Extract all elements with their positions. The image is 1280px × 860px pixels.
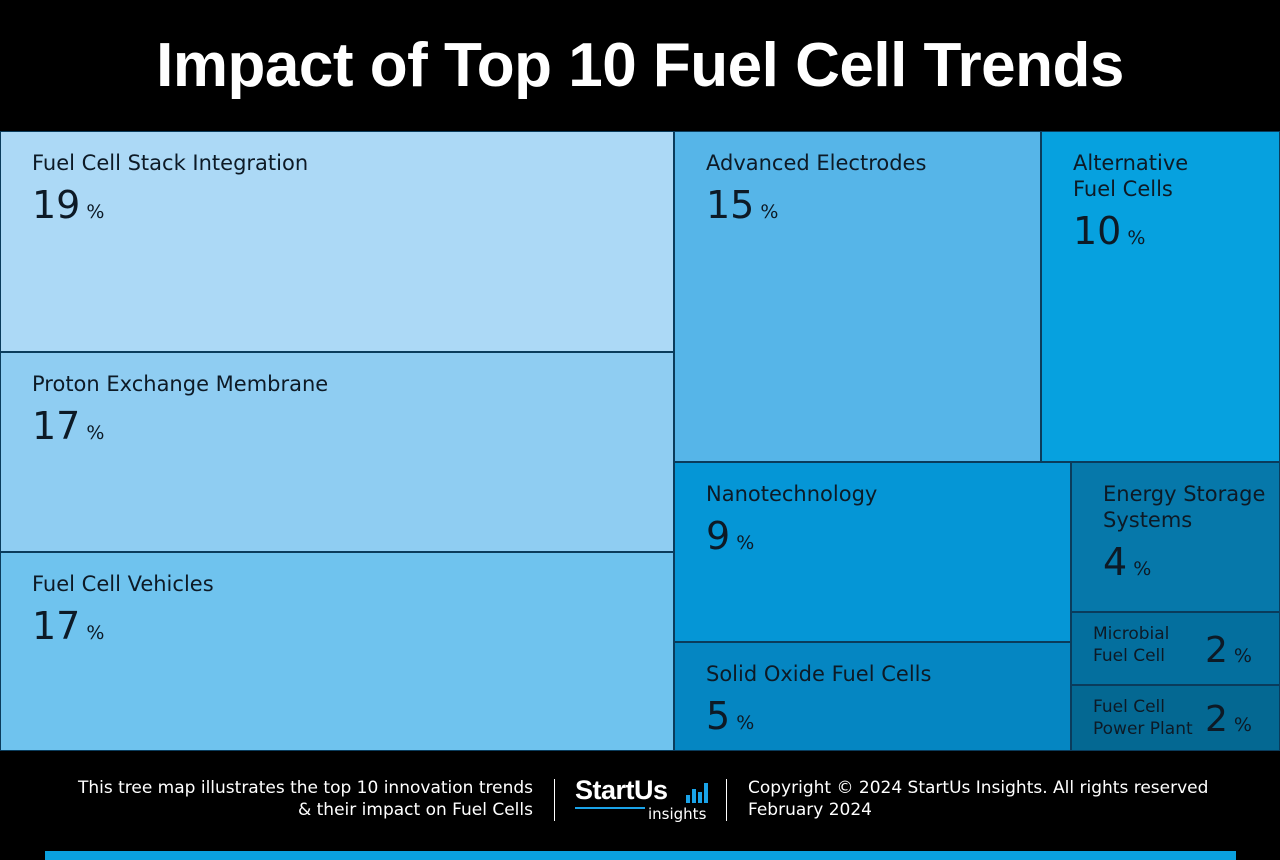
treemap-tile: Fuel Cell Power Plant 2%: [1071, 685, 1280, 751]
tile-label: Fuel Cell Vehicles: [32, 572, 214, 596]
logo-sub-text: insights: [648, 805, 707, 823]
tile-value-unit: %: [760, 201, 779, 223]
tile-value-number: 17: [32, 404, 81, 448]
tile-label: Solid Oxide Fuel Cells: [706, 662, 932, 686]
accent-bar: [45, 851, 1236, 860]
title-bar: Impact of Top 10 Fuel Cell Trends: [0, 0, 1280, 131]
tile-value-unit: %: [86, 201, 105, 223]
chart-title: Impact of Top 10 Fuel Cell Trends: [156, 30, 1124, 100]
tile-value: 5%: [706, 697, 754, 742]
tile-value-number: 2: [1205, 629, 1228, 671]
tile-label: Advanced Electrodes: [706, 151, 927, 175]
description-line-1: This tree map illustrates the top 10 inn…: [77, 778, 533, 798]
treemap: Fuel Cell Stack Integration 19% Proton Exc…: [0, 131, 1280, 751]
tile-label: Microbial Fuel Cell: [1093, 624, 1170, 666]
tile-value-number: 19: [32, 183, 81, 227]
treemap-tile: Energy Storage Systems 4%: [1071, 462, 1280, 612]
tile-value: 17%: [32, 607, 104, 652]
description-line-2: & their impact on Fuel Cells: [297, 800, 533, 820]
tile-value-unit: %: [1233, 644, 1252, 667]
tile-value-number: 10: [1073, 209, 1122, 253]
treemap-tile: Solid Oxide Fuel Cells 5%: [674, 642, 1071, 751]
treemap-tile: Fuel Cell Vehicles 17%: [0, 552, 674, 751]
tile-label: Alternative Fuel Cells: [1073, 151, 1189, 201]
treemap-tile: Advanced Electrodes 15%: [674, 131, 1041, 462]
tile-value-unit: %: [1233, 714, 1252, 736]
tile-value-unit: %: [736, 532, 755, 554]
tile-value-unit: %: [86, 422, 105, 444]
tile-value: 10%: [1073, 212, 1145, 257]
treemap-tile: Microbial Fuel Cell 2%: [1071, 612, 1280, 685]
logo-main-text: StartUs: [575, 775, 668, 805]
treemap-tile: Fuel Cell Stack Integration 19%: [0, 131, 674, 352]
tile-value-number: 2: [1205, 699, 1228, 740]
footer: This tree map illustrates the top 10 inn…: [0, 751, 1280, 860]
footer-description: This tree map illustrates the top 10 inn…: [13, 777, 533, 821]
tile-value: 17%: [32, 407, 104, 452]
tile-value-number: 17: [32, 604, 81, 648]
startus-logo[interactable]: StartUs insights: [575, 775, 710, 825]
date-text: February 2024: [748, 800, 872, 820]
tile-value-number: 9: [706, 514, 731, 558]
tile-value: 9%: [706, 517, 754, 562]
tile-value: 2%: [1205, 629, 1252, 675]
tile-label: Nanotechnology: [706, 482, 878, 506]
tile-value: 19%: [32, 186, 104, 231]
footer-copyright: Copyright © 2024 StartUs Insights. All r…: [748, 777, 1268, 821]
tile-value-number: 5: [706, 694, 731, 738]
tile-value-number: 15: [706, 183, 755, 227]
treemap-tile: Proton Exchange Membrane 17%: [0, 352, 674, 552]
footer-divider-left: [554, 779, 555, 821]
treemap-tile: Nanotechnology 9%: [674, 462, 1071, 642]
tile-value-unit: %: [736, 712, 755, 734]
tile-value: 4%: [1103, 543, 1151, 588]
tile-label: Fuel Cell Stack Integration: [32, 151, 309, 175]
tile-value-number: 4: [1103, 540, 1128, 584]
tile-value-unit: %: [1127, 227, 1146, 249]
bar-chart-icon: [686, 783, 708, 803]
tile-label: Energy Storage Systems: [1103, 482, 1266, 532]
tile-label: Fuel Cell Power Plant: [1093, 697, 1193, 739]
tile-label: Proton Exchange Membrane: [32, 372, 329, 396]
footer-divider-right: [726, 779, 727, 821]
tile-value-unit: %: [86, 622, 105, 644]
logo-underline: [575, 807, 645, 809]
tile-value: 15%: [706, 186, 778, 231]
treemap-tile: Alternative Fuel Cells 10%: [1041, 131, 1280, 462]
tile-value: 2%: [1205, 701, 1252, 744]
tile-value-unit: %: [1133, 558, 1152, 580]
copyright-text: Copyright © 2024 StartUs Insights. All r…: [748, 778, 1209, 798]
